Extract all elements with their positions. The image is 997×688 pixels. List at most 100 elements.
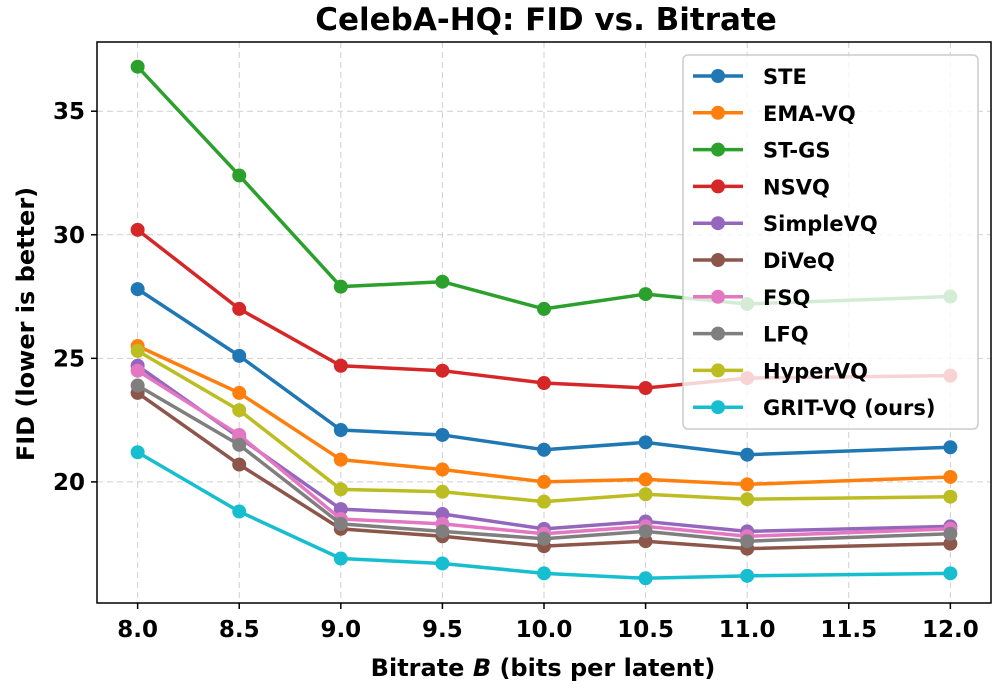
- x-tick-label: 10.0: [516, 617, 573, 643]
- series-hypervq: [130, 343, 958, 509]
- data-point: [435, 484, 450, 499]
- legend-swatch-marker: [711, 363, 725, 378]
- data-point: [638, 534, 653, 549]
- data-point: [333, 502, 348, 517]
- data-point: [638, 524, 653, 539]
- series-line: [136, 391, 951, 551]
- data-point: [333, 516, 348, 531]
- data-point: [943, 536, 958, 551]
- series-line: [136, 287, 951, 457]
- legend-label: HyperVQ: [763, 359, 868, 383]
- data-point: [537, 531, 551, 546]
- legend-label: GRIT-VQ (ours): [763, 396, 936, 420]
- x-tick-label: 11.5: [820, 617, 877, 643]
- data-point: [943, 440, 958, 455]
- y-tick-label: 35: [53, 99, 85, 125]
- series-line: [136, 450, 951, 581]
- series-line: [136, 384, 951, 543]
- x-tick-label: 10.5: [617, 617, 674, 643]
- data-point: [435, 274, 450, 289]
- series-grit-vq-ours: [130, 445, 958, 586]
- data-point: [232, 437, 247, 452]
- data-point: [130, 59, 145, 74]
- legend-box: [682, 54, 979, 430]
- legend-swatch-marker: [711, 216, 725, 231]
- data-point: [740, 568, 755, 583]
- legend-item: NSVQ: [693, 175, 830, 199]
- data-point: [537, 376, 551, 391]
- data-point: [232, 385, 247, 400]
- x-tick-label: 9.0: [320, 617, 361, 643]
- data-point: [537, 494, 551, 509]
- data-point: [638, 472, 653, 487]
- y-tick-label: 20: [53, 470, 85, 496]
- legend-label: FSQ: [763, 286, 810, 310]
- data-point: [537, 301, 551, 316]
- x-axis-label-prefix: Bitrate: [371, 654, 473, 682]
- legend-item: DiVeQ: [693, 249, 835, 273]
- x-tick-label: 11.0: [719, 617, 776, 643]
- data-point: [638, 571, 653, 586]
- x-axis-ticks: 8.0 8.5 9.0 9.5 10.0 10.5 11.0 11.5 12.0: [117, 603, 979, 643]
- data-point: [333, 423, 348, 438]
- y-tick-label: 25: [53, 346, 85, 372]
- data-point: [232, 504, 247, 519]
- data-point: [333, 551, 348, 566]
- data-point: [333, 279, 348, 294]
- x-tick-label: 9.5: [422, 617, 463, 643]
- data-point: [435, 427, 450, 442]
- data-point: [333, 358, 348, 373]
- legend-swatch-marker: [711, 69, 725, 83]
- data-point: [537, 566, 551, 581]
- x-tick-label: 8.5: [219, 617, 260, 643]
- data-point: [638, 435, 653, 450]
- data-point: [638, 487, 653, 502]
- legend-swatch-marker: [711, 253, 725, 267]
- data-point: [943, 566, 958, 581]
- data-point: [130, 222, 145, 237]
- legend-item: FSQ: [693, 286, 810, 310]
- data-point: [638, 287, 653, 302]
- legend-swatch-marker: [711, 105, 725, 120]
- series-line: [136, 344, 951, 487]
- data-point: [130, 343, 145, 358]
- data-point: [333, 482, 348, 497]
- legend-label: DiVeQ: [763, 249, 835, 273]
- data-point: [435, 363, 450, 378]
- legend-label: SimpleVQ: [763, 212, 878, 236]
- data-point: [740, 477, 755, 492]
- data-point: [130, 378, 145, 393]
- legend-item: STE: [693, 65, 807, 89]
- legend-item: LFQ: [693, 323, 809, 347]
- data-point: [740, 447, 755, 462]
- data-point: [740, 492, 755, 507]
- data-point: [232, 168, 247, 183]
- data-point: [232, 427, 247, 442]
- legend: STE EMA-VQ ST-GS NSVQ SimpleVQ DiVeQ FSQ LFQ Hyp…: [682, 54, 979, 430]
- y-axis-label: FID (lower is better): [12, 187, 40, 461]
- legend-label: EMA-VQ: [763, 102, 856, 126]
- legend-item: ST-GS: [693, 139, 830, 163]
- data-point: [333, 452, 348, 467]
- x-tick-label: 12.0: [922, 617, 979, 643]
- data-point: [435, 524, 450, 539]
- x-tick-label: 8.0: [117, 617, 158, 643]
- series-lfq: [130, 378, 958, 549]
- legend-swatch-marker: [711, 289, 725, 304]
- data-point: [943, 526, 958, 541]
- legend-swatch-marker: [711, 179, 725, 194]
- legend-item: SimpleVQ: [693, 212, 878, 236]
- data-point: [943, 469, 958, 484]
- data-point: [943, 489, 958, 504]
- legend-swatch-marker: [711, 142, 725, 157]
- legend-item: EMA-VQ: [693, 102, 856, 126]
- legend-label: ST-GS: [763, 139, 830, 163]
- data-point: [232, 403, 247, 418]
- plot-series: [130, 59, 958, 586]
- data-point: [435, 556, 450, 571]
- x-axis-label-suffix: (bits per latent): [491, 654, 715, 682]
- legend-label: STE: [763, 65, 807, 89]
- series-ste: [130, 282, 958, 462]
- legend-swatch-marker: [711, 326, 725, 341]
- y-axis-ticks: 20 25 30 35: [53, 99, 97, 496]
